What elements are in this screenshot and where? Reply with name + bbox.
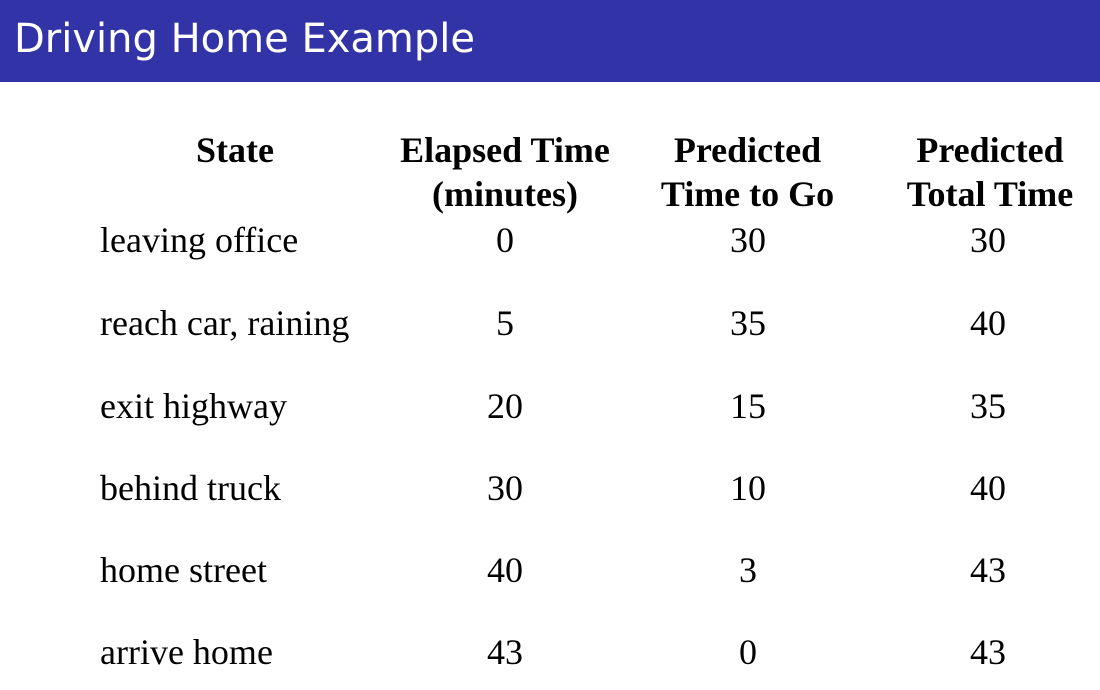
row-state: leaving office: [100, 220, 299, 260]
row-elapsed: 43: [487, 632, 523, 672]
row-total: 40: [970, 303, 1006, 343]
header-total-line1: Predicted: [916, 130, 1064, 170]
row-total: 30: [970, 220, 1006, 260]
slide-title: Driving Home Example: [14, 16, 475, 62]
row-togo: 15: [730, 386, 766, 426]
header-togo-line1: Predicted: [673, 130, 822, 170]
title-bar: Driving Home Example: [0, 0, 1100, 82]
header-elapsed-line1: Elapsed Time: [400, 130, 610, 170]
row-elapsed: 30: [487, 468, 523, 508]
header-state: State: [196, 130, 274, 170]
row-state: behind truck: [100, 468, 281, 508]
row-total: 40: [970, 468, 1006, 508]
header-total-line2: Total Time: [906, 174, 1074, 214]
row-elapsed: 20: [487, 386, 523, 426]
row-total: 43: [970, 550, 1006, 590]
row-togo: 35: [730, 303, 766, 343]
row-state: exit highway: [100, 386, 287, 426]
header-togo-line2: Time to Go: [660, 174, 835, 214]
row-state: arrive home: [100, 632, 273, 672]
row-total: 35: [970, 386, 1006, 426]
row-togo: 30: [730, 220, 766, 260]
row-togo: 0: [739, 632, 757, 672]
row-state: reach car, raining: [100, 303, 350, 343]
row-togo: 3: [739, 550, 757, 590]
row-total: 43: [970, 632, 1006, 672]
row-togo: 10: [730, 468, 766, 508]
row-elapsed: 5: [496, 303, 514, 343]
row-state: home street: [100, 550, 267, 590]
header-elapsed-line2: (minutes): [432, 174, 578, 214]
row-elapsed: 40: [487, 550, 523, 590]
row-elapsed: 0: [496, 220, 514, 260]
